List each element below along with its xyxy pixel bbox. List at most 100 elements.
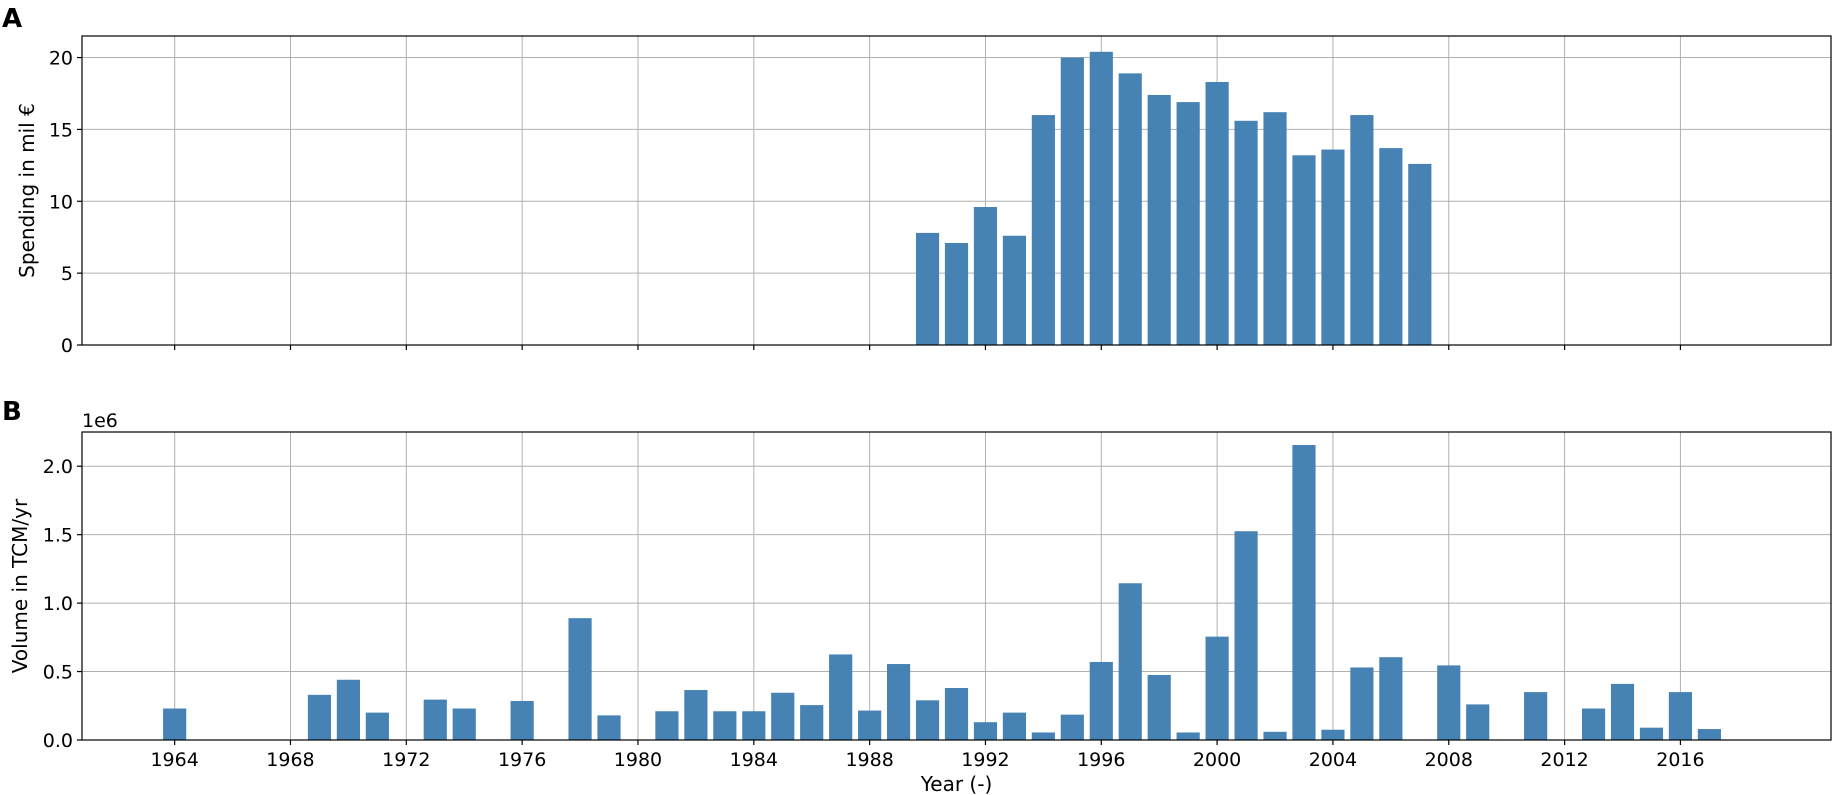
panel-a-bars bbox=[915, 51, 1432, 346]
bar-1994 bbox=[1031, 732, 1055, 740]
bar-1969 bbox=[307, 694, 332, 740]
bar-1992 bbox=[973, 207, 998, 345]
panel-a-frame bbox=[81, 35, 1832, 346]
panel-b-ylabel: Volume in TCM/yr bbox=[8, 498, 32, 673]
xtick-label: 1980 bbox=[614, 749, 662, 771]
bar-1993 bbox=[1002, 712, 1026, 740]
panel-a-xaxis-ticks bbox=[174, 345, 1682, 350]
bar-2001 bbox=[1234, 120, 1258, 345]
bar-1997 bbox=[1118, 73, 1142, 346]
bar-2000 bbox=[1205, 636, 1229, 740]
bar-2016 bbox=[1668, 692, 1693, 740]
bar-2002 bbox=[1263, 731, 1287, 740]
xtick-label: 1964 bbox=[150, 749, 198, 771]
panel-a-letter: A bbox=[2, 4, 22, 34]
panel-b-yaxis: 0.0 0.5 1.0 1.5 2.0 bbox=[43, 456, 82, 752]
bar-1995 bbox=[1060, 57, 1084, 346]
bar-2008 bbox=[1437, 665, 1461, 740]
ytick-label: 5 bbox=[61, 263, 73, 285]
panel-b-letter: B bbox=[2, 397, 22, 427]
panel-b-bars bbox=[163, 445, 1721, 740]
bar-2004 bbox=[1321, 729, 1345, 740]
ytick-label: 15 bbox=[49, 119, 73, 141]
bar-2015 bbox=[1639, 727, 1664, 740]
bar-2017 bbox=[1697, 729, 1721, 740]
bar-1992 bbox=[973, 722, 998, 740]
bar-1970 bbox=[336, 679, 360, 740]
xtick-label: 1972 bbox=[382, 749, 430, 771]
bar-1990 bbox=[915, 232, 940, 345]
bar-2007 bbox=[1408, 163, 1432, 345]
ytick-label: 20 bbox=[49, 48, 73, 70]
bar-2002 bbox=[1263, 112, 1287, 346]
ytick-label: 1.0 bbox=[43, 593, 73, 615]
xtick-label: 1992 bbox=[961, 749, 1009, 771]
bar-1964 bbox=[163, 708, 187, 740]
xtick-label: 2008 bbox=[1425, 749, 1473, 771]
bar-1988 bbox=[858, 710, 882, 740]
bar-2003 bbox=[1292, 155, 1316, 345]
bar-1994 bbox=[1031, 115, 1055, 345]
panel-b-xlabel: Year (-) bbox=[920, 772, 993, 795]
bar-1976 bbox=[510, 700, 534, 740]
bar-1991 bbox=[944, 687, 969, 740]
panel-b-xaxis: 1964 1968 1972 1976 1980 1984 1988 1992 1996 2000… bbox=[150, 740, 1705, 771]
bar-2009 bbox=[1466, 704, 1490, 740]
bar-2001 bbox=[1234, 531, 1258, 740]
bar-2000 bbox=[1205, 81, 1229, 346]
ytick-label: 2.0 bbox=[43, 456, 73, 478]
panel-b: B 0.00.51.01.52.0 1964 1968 1972 1976 1980 19… bbox=[2, 397, 1832, 795]
ytick-label: 0.0 bbox=[43, 730, 73, 752]
bar-2004 bbox=[1321, 149, 1345, 345]
panel-a: A 0 5 10 15 20 Spending in mil € bbox=[2, 4, 1832, 357]
bar-1993 bbox=[1002, 235, 1026, 345]
bar-1991 bbox=[944, 242, 969, 345]
panel-a-yaxis: 0 5 10 15 20 bbox=[49, 48, 82, 357]
panel-b-frame bbox=[81, 431, 1832, 741]
bar-1984 bbox=[742, 711, 766, 740]
xtick-label: 1996 bbox=[1077, 749, 1125, 771]
bar-1978 bbox=[568, 618, 592, 740]
bar-1996 bbox=[1089, 51, 1113, 346]
ytick-label: 1.5 bbox=[43, 525, 73, 547]
xtick-label: 1984 bbox=[730, 749, 778, 771]
xtick-label: 1976 bbox=[498, 749, 546, 771]
panel-a-ylabel: Spending in mil € bbox=[15, 103, 39, 278]
xtick-label: 2012 bbox=[1540, 749, 1588, 771]
bar-1983 bbox=[713, 711, 737, 740]
bar-1985 bbox=[771, 692, 795, 740]
ytick-label: 10 bbox=[49, 191, 73, 213]
xtick-label: 2004 bbox=[1309, 749, 1357, 771]
xtick-label: 2016 bbox=[1656, 749, 1704, 771]
bar-1986 bbox=[800, 705, 824, 740]
bar-2005 bbox=[1350, 115, 1374, 345]
bar-1990 bbox=[915, 700, 940, 740]
xtick-label: 2000 bbox=[1193, 749, 1241, 771]
xtick-label: 1968 bbox=[266, 749, 314, 771]
bar-2013 bbox=[1581, 708, 1606, 740]
xtick-label: 1988 bbox=[845, 749, 893, 771]
bar-1974 bbox=[452, 708, 476, 740]
bar-1996 bbox=[1089, 661, 1113, 740]
bar-1997 bbox=[1118, 583, 1142, 740]
bar-2006 bbox=[1379, 657, 1403, 740]
bar-2011 bbox=[1524, 692, 1548, 740]
bar-1973 bbox=[423, 699, 447, 740]
bar-2005 bbox=[1350, 667, 1374, 740]
bar-1998 bbox=[1147, 94, 1171, 345]
bar-1971 bbox=[365, 712, 389, 740]
panel-b-offset-text: 1e6 bbox=[82, 410, 118, 432]
bar-1987 bbox=[829, 654, 853, 740]
bar-1995 bbox=[1060, 714, 1084, 740]
ytick-label: 0 bbox=[61, 335, 73, 357]
bar-1999 bbox=[1176, 102, 1200, 345]
bar-1999 bbox=[1176, 732, 1200, 740]
bar-1979 bbox=[597, 715, 621, 740]
bar-2006 bbox=[1379, 148, 1403, 345]
ytick-label: 0.5 bbox=[43, 662, 73, 684]
bar-1998 bbox=[1147, 674, 1171, 740]
bar-1982 bbox=[684, 690, 708, 740]
bar-1981 bbox=[655, 711, 679, 740]
bar-2003 bbox=[1292, 445, 1316, 740]
